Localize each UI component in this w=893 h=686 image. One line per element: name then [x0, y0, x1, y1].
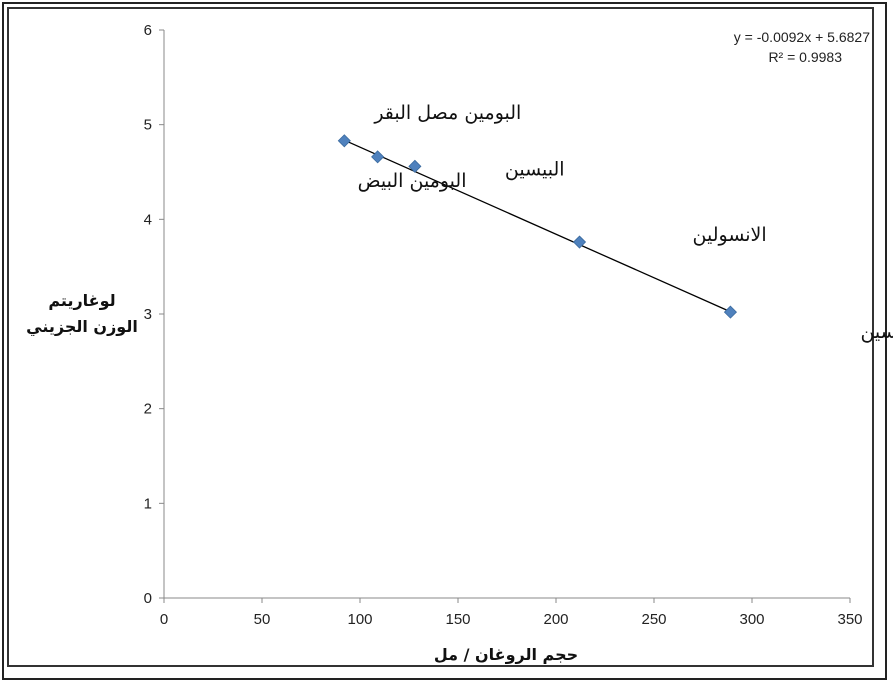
x-axis-title: حجم الروغان / مل	[434, 645, 578, 664]
x-tick-label: 250	[641, 611, 666, 628]
x-tick-label: 300	[739, 611, 764, 628]
point-label: البومين البيض	[358, 170, 467, 192]
x-tick-label: 350	[837, 611, 862, 628]
y-tick-label: 0	[144, 590, 152, 607]
point-label: الاوكسيتوسين	[860, 321, 893, 343]
data-point	[337, 134, 351, 148]
y-axis: 0 1 2 3 4 5 6	[144, 22, 165, 607]
y-tick-label: 5	[144, 117, 152, 134]
x-tick-label: 200	[543, 611, 568, 628]
x-axis: 0 50 100 150 200 250 300 350	[160, 597, 863, 628]
trendline	[344, 139, 731, 313]
data-point	[723, 305, 738, 319]
trendline-equation: y = -0.0092x + 5.6827	[734, 29, 870, 45]
point-label: البومين مصل البقر	[373, 102, 521, 124]
data-point	[408, 159, 422, 173]
y-axis-title-line-1: لوغاريتم	[48, 291, 115, 310]
data-point	[572, 235, 587, 249]
y-tick-label: 4	[144, 211, 152, 228]
data-points	[337, 134, 738, 319]
x-tick-label: 50	[254, 611, 271, 628]
point-label: الانسولين	[693, 224, 767, 246]
y-tick-label: 3	[144, 306, 152, 323]
point-label: البيسين	[505, 158, 565, 180]
data-point	[371, 150, 385, 164]
x-tick-label: 150	[445, 611, 470, 628]
x-tick-label: 100	[347, 611, 372, 628]
y-tick-label: 6	[144, 22, 152, 39]
y-tick-label: 1	[144, 495, 152, 512]
chart-inner-frame	[7, 7, 874, 667]
trendline-r-squared: R² = 0.9983	[768, 49, 842, 65]
y-tick-label: 2	[144, 401, 152, 418]
y-axis-title-line-2: الوزن الجزيني	[26, 317, 138, 337]
point-labels: البومين مصل البقر البومين البيض البيسين الا…	[358, 102, 893, 343]
x-tick-label: 0	[160, 611, 168, 628]
